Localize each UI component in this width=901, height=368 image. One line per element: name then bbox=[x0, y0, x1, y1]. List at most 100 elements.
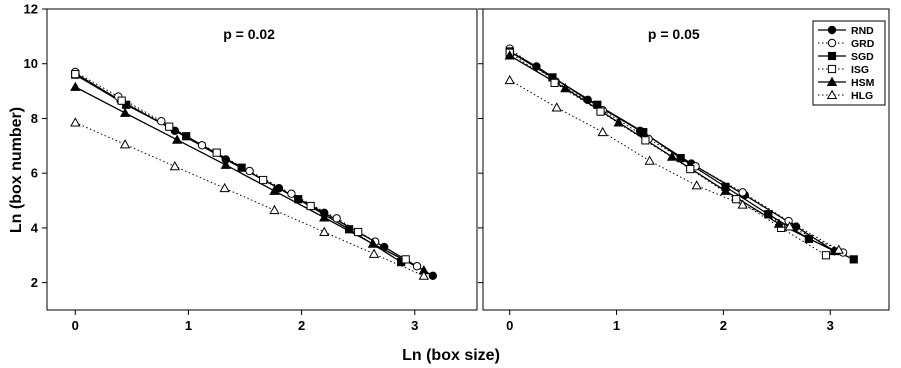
panel2-x-tick-label: 2 bbox=[720, 318, 727, 333]
panel1-series-line-hsm bbox=[74, 86, 425, 271]
panel1-point-sgd bbox=[122, 100, 131, 109]
panel1-series-line-hlg bbox=[75, 122, 425, 277]
panel1-point-rnd bbox=[428, 271, 438, 280]
panel1-point-hlg bbox=[70, 117, 81, 127]
panel2-point-isg bbox=[686, 164, 695, 174]
panel1-title: p = 0.02 bbox=[223, 26, 275, 42]
panel1-point-sgd bbox=[182, 132, 191, 141]
panel1-point-hlg bbox=[269, 204, 280, 215]
panel1-point-hsm bbox=[119, 107, 131, 117]
panel1-point-isg bbox=[165, 122, 174, 131]
legend-marker-sgd bbox=[827, 51, 837, 61]
panel2-point-hsm bbox=[613, 117, 624, 127]
panel2-series-line-grd bbox=[509, 48, 844, 253]
panel2-point-hlg bbox=[737, 199, 748, 209]
panel1-point-hlg bbox=[219, 182, 230, 193]
panel2-point-hsm bbox=[666, 151, 678, 161]
panel2-point-hsm bbox=[504, 50, 515, 60]
panel2-point-isg bbox=[550, 78, 559, 87]
panel2-point-isg bbox=[732, 195, 741, 204]
legend-label-rnd: RND bbox=[851, 25, 874, 37]
panel1-y-tick-label: 2 bbox=[31, 275, 38, 290]
panel1-point-hsm bbox=[220, 159, 231, 169]
panel2-point-hlg bbox=[504, 74, 515, 85]
panel1-point-hsm bbox=[171, 134, 183, 144]
panel1-point-hsm bbox=[319, 212, 330, 222]
panel1-point-isg bbox=[71, 70, 80, 79]
panel2-point-hlg bbox=[644, 155, 655, 165]
panel2-point-hsm bbox=[560, 83, 571, 93]
panel1-point-isg bbox=[354, 227, 363, 237]
panel2-point-rnd bbox=[532, 62, 541, 71]
panel1-point-hsm bbox=[269, 185, 280, 195]
panel2-point-isg bbox=[821, 251, 831, 260]
panel2-plot-frame bbox=[482, 8, 890, 311]
panel2-point-sgd bbox=[593, 100, 602, 109]
panel2-series-line-hlg bbox=[509, 79, 839, 251]
legend-label-isg: ISG bbox=[851, 64, 869, 76]
panel1-x-tick-label: 2 bbox=[298, 318, 305, 333]
panel2-point-hlg bbox=[691, 180, 702, 190]
panel1-y-tick-label: 4 bbox=[31, 220, 39, 235]
panel1-point-hlg bbox=[119, 139, 131, 149]
panel1-point-grd bbox=[157, 116, 166, 126]
y-axis-title: Ln (box number) bbox=[8, 107, 25, 233]
panel1-y-tick-label: 10 bbox=[24, 56, 38, 71]
panel1-point-isg bbox=[306, 201, 315, 211]
panel1-point-isg bbox=[401, 255, 410, 264]
legend-marker-grd bbox=[827, 38, 837, 48]
legend-box bbox=[812, 20, 886, 106]
panel1-point-grd bbox=[287, 189, 296, 198]
panel1-point-sgd bbox=[294, 195, 303, 204]
panel1-point-isg bbox=[259, 175, 268, 185]
x-axis-title: Ln (box size) bbox=[402, 347, 500, 364]
panel1-point-grd bbox=[245, 166, 254, 176]
legend-label-sgd: SGD bbox=[851, 51, 874, 63]
panel2-point-isg bbox=[641, 136, 650, 145]
panel1-point-sgd bbox=[237, 163, 246, 172]
panel1-point-hlg bbox=[169, 161, 181, 171]
panel1-plot-frame bbox=[46, 8, 478, 311]
panel1-point-rnd bbox=[380, 242, 389, 252]
panel2-x-tick-label: 0 bbox=[506, 318, 513, 333]
panel2-point-grd bbox=[738, 188, 747, 197]
legend-marker-hlg bbox=[826, 89, 838, 99]
panel1-x-tick-label: 1 bbox=[185, 318, 192, 333]
panel2-point-hlg bbox=[833, 244, 844, 254]
panel1-x-tick-label: 3 bbox=[411, 318, 418, 333]
panel2-point-sgd bbox=[764, 210, 773, 219]
panel2-point-isg bbox=[596, 107, 605, 116]
panel2-point-rnd bbox=[583, 95, 592, 105]
panel2-point-hlg bbox=[551, 102, 562, 112]
panel2-point-sgd bbox=[804, 234, 813, 243]
panel1-point-grd bbox=[332, 214, 341, 223]
legend-label-grd: GRD bbox=[851, 38, 875, 50]
panel2-x-tick-label: 3 bbox=[827, 318, 834, 333]
panel1-point-hlg bbox=[319, 226, 330, 236]
legend-label-hsm: HSM bbox=[851, 77, 875, 89]
panel2-point-sgd bbox=[639, 128, 648, 137]
panel2-title: p = 0.05 bbox=[648, 26, 700, 42]
legend-marker-hsm bbox=[826, 76, 838, 86]
legend-marker-isg bbox=[827, 64, 837, 74]
panel2-point-hsm bbox=[773, 218, 785, 228]
panel2-point-hlg bbox=[784, 221, 795, 231]
panel1-point-sgd bbox=[345, 225, 354, 234]
panel2-point-hlg bbox=[597, 126, 608, 137]
panel1-x-tick-label: 0 bbox=[72, 318, 79, 333]
panel2-x-tick-label: 1 bbox=[613, 318, 620, 333]
legend-marker-rnd bbox=[827, 25, 837, 35]
panel1-point-grd bbox=[197, 141, 207, 150]
panel1-y-tick-label: 8 bbox=[31, 111, 38, 126]
panel1-y-tick-label: 12 bbox=[24, 2, 38, 17]
panel1-point-grd bbox=[412, 262, 422, 271]
panel1-y-tick-label: 6 bbox=[31, 166, 38, 181]
panel2-point-hsm bbox=[720, 185, 731, 195]
legend-label-hlg: HLG bbox=[851, 90, 873, 102]
panel2-point-sgd bbox=[849, 255, 858, 264]
panel1-point-isg bbox=[212, 148, 221, 157]
panel1-point-hsm bbox=[70, 81, 81, 91]
